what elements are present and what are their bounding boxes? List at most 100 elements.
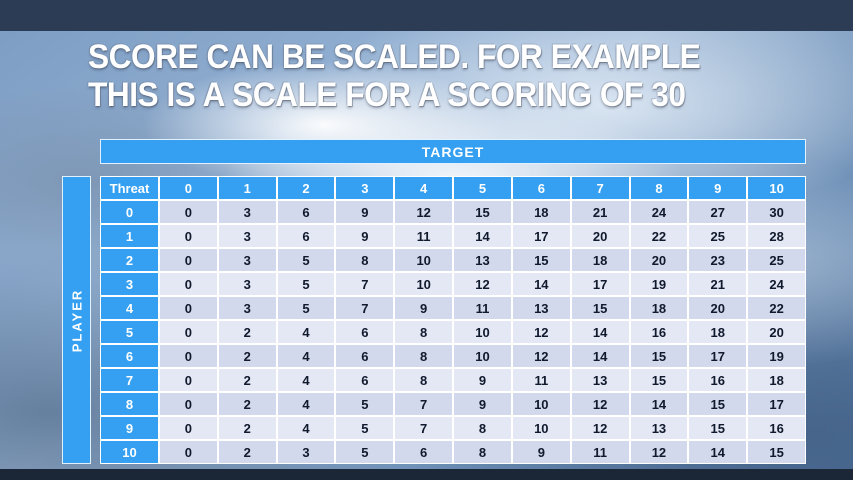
score-cell: 12 (571, 417, 629, 439)
player-label: PLAYER (69, 288, 85, 352)
score-cell: 15 (454, 201, 511, 223)
score-cell: 15 (689, 417, 747, 439)
score-cell: 0 (160, 273, 217, 295)
target-col-header-10: 10 (748, 177, 805, 199)
threat-row-header-2: 2 (101, 249, 158, 271)
score-cell: 17 (748, 393, 805, 415)
score-cell: 8 (454, 441, 511, 463)
score-cell: 11 (571, 441, 629, 463)
score-cell: 13 (454, 249, 511, 271)
score-cell: 6 (336, 321, 394, 343)
score-cell: 18 (689, 321, 747, 343)
score-cell: 16 (630, 321, 688, 343)
score-cell: 22 (748, 297, 805, 319)
score-cell: 2 (218, 321, 276, 343)
score-cell: 0 (160, 297, 217, 319)
score-cell: 15 (748, 441, 805, 463)
score-cell: 16 (689, 369, 747, 391)
score-cell: 27 (689, 201, 747, 223)
target-col-header-5: 5 (454, 177, 511, 199)
top-bar (0, 0, 853, 31)
score-cell: 4 (277, 393, 335, 415)
score-cell: 9 (454, 369, 511, 391)
score-cell: 15 (571, 297, 629, 319)
score-cell: 15 (630, 345, 688, 367)
score-cell: 0 (160, 225, 217, 247)
score-cell: 18 (512, 201, 570, 223)
threat-row-header-5: 5 (101, 321, 158, 343)
score-cell: 18 (748, 369, 805, 391)
score-cell: 21 (571, 201, 629, 223)
score-cell: 7 (395, 417, 453, 439)
score-cell: 3 (218, 225, 276, 247)
score-cell: 5 (277, 249, 335, 271)
score-cell: 7 (395, 393, 453, 415)
score-cell: 9 (336, 225, 394, 247)
score-cell: 2 (218, 417, 276, 439)
score-cell: 24 (630, 201, 688, 223)
score-cell: 2 (218, 369, 276, 391)
threat-row-header-4: 4 (101, 297, 158, 319)
score-cell: 18 (630, 297, 688, 319)
score-cell: 12 (630, 441, 688, 463)
score-cell: 25 (689, 225, 747, 247)
score-cell: 9 (454, 393, 511, 415)
score-cell: 4 (277, 369, 335, 391)
threat-row-header-8: 8 (101, 393, 158, 415)
score-cell: 12 (512, 345, 570, 367)
score-cell: 17 (512, 225, 570, 247)
score-cell: 3 (218, 201, 276, 223)
score-cell: 8 (395, 345, 453, 367)
bottom-bar (0, 469, 853, 480)
score-cell: 20 (630, 249, 688, 271)
threat-row-header-7: 7 (101, 369, 158, 391)
score-cell: 12 (395, 201, 453, 223)
threat-row-header-6: 6 (101, 345, 158, 367)
score-cell: 0 (160, 417, 217, 439)
score-cell: 9 (336, 201, 394, 223)
slide-title: SCORE CAN BE SCALED. FOR EXAMPLE THIS IS… (88, 38, 701, 115)
target-col-header-4: 4 (395, 177, 453, 199)
score-cell: 6 (277, 225, 335, 247)
target-col-header-2: 2 (277, 177, 335, 199)
score-cell: 0 (160, 201, 217, 223)
score-table: Threat 0 1 2 3 4 5 6 7 8 9 10 0 0 3 6 9 12 15 18 21 24 27 30 1 0 3… (100, 176, 806, 464)
score-cell: 11 (454, 297, 511, 319)
score-cell: 15 (512, 249, 570, 271)
score-cell: 11 (395, 225, 453, 247)
score-cell: 0 (160, 345, 217, 367)
score-cell: 4 (277, 417, 335, 439)
score-cell: 19 (748, 345, 805, 367)
target-col-header-1: 1 (218, 177, 276, 199)
score-cell: 17 (571, 273, 629, 295)
score-cell: 8 (454, 417, 511, 439)
score-cell: 10 (454, 321, 511, 343)
score-cell: 10 (395, 273, 453, 295)
title-line-1: SCORE CAN BE SCALED. FOR EXAMPLE (88, 38, 701, 76)
score-cell: 12 (571, 393, 629, 415)
score-cell: 3 (218, 297, 276, 319)
score-cell: 0 (160, 393, 217, 415)
score-cell: 14 (512, 273, 570, 295)
score-cell: 9 (512, 441, 570, 463)
score-cell: 0 (160, 441, 217, 463)
target-col-header-9: 9 (689, 177, 747, 199)
threat-row-header-10: 10 (101, 441, 158, 463)
score-cell: 23 (689, 249, 747, 271)
threat-row-header-1: 1 (101, 225, 158, 247)
threat-row-header-3: 3 (101, 273, 158, 295)
title-line-2: THIS IS A SCALE FOR A SCORING OF 30 (88, 76, 686, 115)
score-cell: 21 (689, 273, 747, 295)
score-cell: 10 (395, 249, 453, 271)
score-cell: 28 (748, 225, 805, 247)
threat-row-header-9: 9 (101, 417, 158, 439)
score-cell: 0 (160, 321, 217, 343)
score-cell: 12 (454, 273, 511, 295)
score-cell: 3 (218, 249, 276, 271)
score-cell: 22 (630, 225, 688, 247)
score-cell: 13 (571, 369, 629, 391)
score-cell: 18 (571, 249, 629, 271)
score-cell: 0 (160, 369, 217, 391)
score-cell: 2 (218, 441, 276, 463)
